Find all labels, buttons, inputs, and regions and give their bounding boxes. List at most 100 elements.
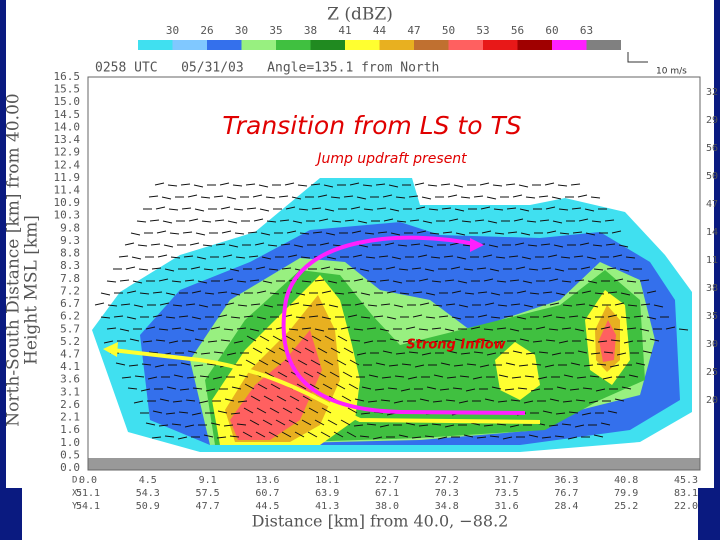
wind-vector [525, 196, 536, 199]
wind-vector [581, 412, 592, 416]
wind-vector [509, 424, 520, 428]
wind-vector [304, 347, 315, 354]
wind-vector [142, 340, 153, 343]
x-tick-label: 36.3 [554, 475, 578, 486]
wind-vector [467, 340, 478, 343]
wind-vector [303, 371, 314, 378]
wind-vector [133, 304, 144, 308]
wind-vector [472, 376, 483, 380]
wind-vector [575, 399, 586, 402]
wind-vector [526, 220, 537, 223]
colorbar-label: 63 [580, 24, 593, 37]
wind-vector [298, 335, 309, 342]
wind-vector [330, 196, 341, 199]
row-name: X: [72, 489, 83, 499]
y-tick-label: 3.6 [60, 373, 80, 386]
wind-vector [614, 302, 625, 306]
wind-vector [365, 256, 376, 259]
wind-vector [245, 359, 256, 366]
wind-vector [125, 266, 136, 270]
wind-vector [168, 340, 179, 344]
wind-vector [562, 400, 573, 403]
x-tick-label: 44.5 [255, 501, 279, 512]
wind-vector [151, 436, 162, 439]
wind-vector [295, 316, 306, 319]
y-tick-label: 14.0 [54, 120, 81, 133]
wind-vector [412, 314, 423, 318]
y-tick-label: 5.7 [60, 322, 80, 335]
wind-vector [184, 279, 195, 282]
wind-vector [236, 423, 247, 426]
wind-vector [551, 352, 562, 356]
colorbar-swatch [241, 40, 276, 50]
wind-vector [607, 410, 618, 414]
wind-vector [496, 280, 507, 283]
wind-vector [150, 243, 161, 246]
right-tick-label: 14 [706, 227, 718, 238]
wind-vector [531, 363, 542, 366]
colorbar-label: 30 [235, 24, 248, 37]
wind-vector [489, 435, 500, 438]
wind-vector [171, 423, 182, 426]
wind-vector [340, 326, 351, 330]
wind-vector [291, 196, 302, 200]
annotation: Strong Inflow [406, 338, 506, 353]
colorbar-label: 30 [166, 24, 179, 37]
x-tick-label: 4.5 [139, 475, 157, 486]
y-tick-label: 3.1 [60, 385, 80, 398]
wind-vector [302, 395, 313, 402]
wind-vector [398, 268, 409, 271]
wind-vector [293, 244, 304, 248]
wind-vector [282, 407, 293, 414]
wind-vector [181, 207, 192, 210]
wind-vector [193, 364, 204, 367]
wind-vector [227, 220, 238, 224]
wind-vector [419, 398, 430, 402]
x-tick-label: 45.3 [674, 475, 698, 486]
wind-vector [230, 412, 241, 415]
wind-vector [242, 431, 253, 438]
wind-vector [212, 376, 223, 380]
wind-vector [569, 388, 580, 391]
wind-vector [596, 363, 607, 366]
wind-vector [379, 424, 390, 428]
wind-vector [296, 383, 307, 390]
wind-vector [376, 207, 387, 210]
wind-vector [424, 435, 435, 438]
wind-vector [343, 195, 354, 198]
right-tick-label: 30 [706, 339, 718, 350]
wind-vector [653, 304, 664, 308]
wind-vector [260, 232, 271, 236]
wind-vector [489, 268, 500, 272]
y-tick-label: 15.5 [54, 83, 81, 96]
wind-vector [401, 363, 412, 366]
wind-vector [540, 243, 551, 246]
y-tick-label: 6.7 [60, 297, 80, 310]
wind-vector [479, 182, 490, 186]
wind-vector [200, 352, 211, 355]
wind-vector [502, 436, 513, 440]
wind-vector [358, 244, 369, 248]
wind-vector [194, 338, 205, 342]
wind-vector [431, 423, 442, 426]
header: 0258 UTC 05/31/03 Angle=135.1 from North [95, 61, 439, 76]
y-tick-label: 15.0 [54, 95, 81, 108]
wind-vector [473, 351, 484, 354]
wind-vector [216, 436, 227, 439]
wind-vector [182, 231, 193, 234]
row-name: D: [72, 476, 83, 486]
wind-vector [415, 206, 426, 210]
wind-vector [548, 278, 559, 282]
right-tick-label: 20 [706, 395, 718, 406]
wind-vector [440, 362, 451, 366]
wind-vector [191, 290, 202, 294]
y-tick-label: 7.2 [60, 284, 80, 297]
colorbar-label: 44 [373, 24, 387, 37]
wind-vector [314, 279, 325, 282]
x-tick-label: 67.1 [375, 488, 399, 499]
wind-vector [547, 254, 558, 258]
wind-vector [628, 374, 639, 378]
wind-vector [529, 292, 540, 295]
wind-vector [366, 327, 377, 330]
wind-vector [216, 267, 227, 270]
